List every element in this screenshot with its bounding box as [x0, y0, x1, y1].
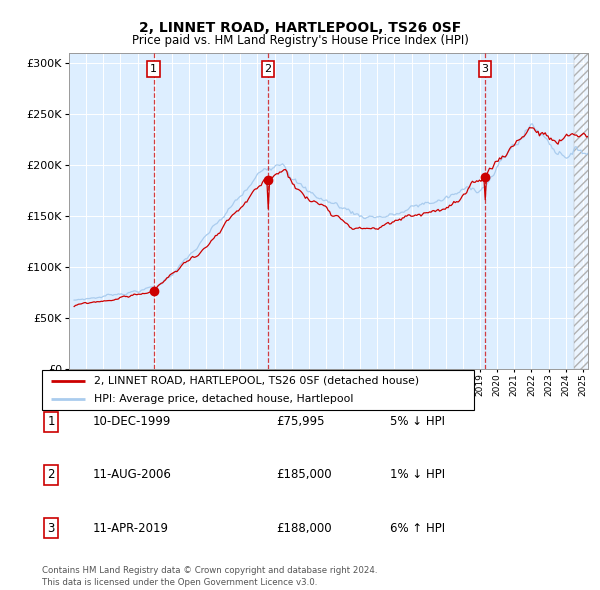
Text: 2: 2 — [265, 64, 271, 74]
Text: 1: 1 — [47, 415, 55, 428]
Text: 2: 2 — [47, 468, 55, 481]
FancyBboxPatch shape — [42, 370, 474, 410]
Text: £75,995: £75,995 — [276, 415, 325, 428]
Bar — [574, 53, 600, 369]
Text: 2, LINNET ROAD, HARTLEPOOL, TS26 0SF: 2, LINNET ROAD, HARTLEPOOL, TS26 0SF — [139, 21, 461, 35]
Text: 1% ↓ HPI: 1% ↓ HPI — [390, 468, 445, 481]
Text: £185,000: £185,000 — [276, 468, 332, 481]
Text: 3: 3 — [481, 64, 488, 74]
Bar — [574, 53, 600, 369]
Text: 10-DEC-1999: 10-DEC-1999 — [93, 415, 172, 428]
Text: HPI: Average price, detached house, Hartlepool: HPI: Average price, detached house, Hart… — [94, 394, 353, 404]
Text: 1: 1 — [150, 64, 157, 74]
Text: Contains HM Land Registry data © Crown copyright and database right 2024.
This d: Contains HM Land Registry data © Crown c… — [42, 566, 377, 587]
Text: 3: 3 — [47, 522, 55, 535]
Text: 6% ↑ HPI: 6% ↑ HPI — [390, 522, 445, 535]
Text: 11-APR-2019: 11-APR-2019 — [93, 522, 169, 535]
Text: £188,000: £188,000 — [276, 522, 332, 535]
Text: Price paid vs. HM Land Registry's House Price Index (HPI): Price paid vs. HM Land Registry's House … — [131, 34, 469, 47]
Text: 2, LINNET ROAD, HARTLEPOOL, TS26 0SF (detached house): 2, LINNET ROAD, HARTLEPOOL, TS26 0SF (de… — [94, 376, 419, 386]
Text: 11-AUG-2006: 11-AUG-2006 — [93, 468, 172, 481]
Text: 5% ↓ HPI: 5% ↓ HPI — [390, 415, 445, 428]
